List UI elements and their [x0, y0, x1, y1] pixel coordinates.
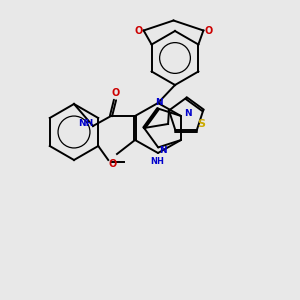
Text: NH: NH	[78, 119, 94, 128]
Text: O: O	[204, 26, 212, 35]
Text: N: N	[184, 110, 192, 118]
Text: O: O	[108, 159, 116, 169]
Text: NH: NH	[150, 157, 164, 166]
Text: O: O	[112, 88, 120, 98]
Text: N: N	[159, 146, 167, 155]
Text: N: N	[155, 98, 163, 107]
Text: O: O	[134, 26, 143, 35]
Text: S: S	[198, 118, 206, 129]
